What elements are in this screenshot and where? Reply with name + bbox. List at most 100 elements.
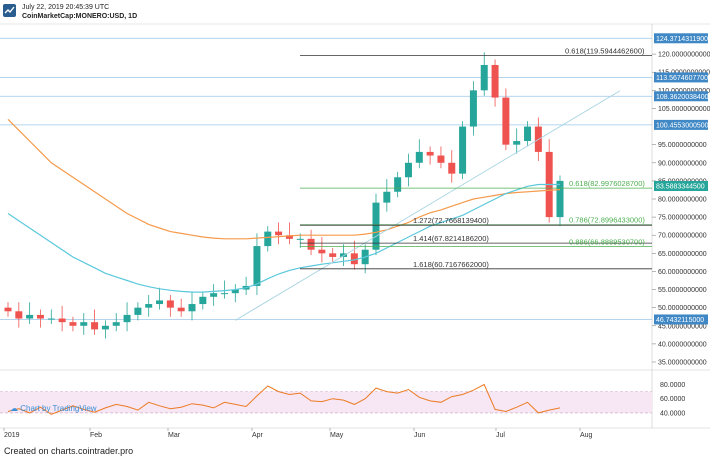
price-tick-label: 105.0000000000 bbox=[658, 106, 710, 113]
candle-body bbox=[491, 64, 499, 98]
horizontal-levels bbox=[0, 37, 652, 320]
candle-body bbox=[188, 304, 196, 312]
price-tick-label: 75.0000000000 bbox=[658, 215, 707, 222]
chart-symbol: CoinMarketCap:MONERO:USD, 1D bbox=[22, 13, 138, 20]
candle-body bbox=[156, 300, 164, 305]
plot-background bbox=[0, 22, 710, 445]
fibonacci-levels: 0.618(119.5944462600) 0.618(82.9976028700… bbox=[300, 47, 652, 270]
moving-averages bbox=[7, 90, 621, 321]
candle-body bbox=[91, 322, 99, 330]
candle-body bbox=[26, 314, 34, 319]
level-badge bbox=[654, 91, 708, 102]
candle-body bbox=[296, 238, 304, 240]
rsi-tick-label: 40.0000 bbox=[660, 410, 685, 417]
candle-body bbox=[340, 253, 348, 257]
candle-body bbox=[329, 253, 337, 257]
candle-body bbox=[426, 151, 434, 156]
candle-body bbox=[307, 238, 315, 250]
level-badge bbox=[654, 33, 708, 44]
rsi-pane: 80.0000 60.0000 40.0000 bbox=[0, 382, 685, 417]
fib-label: 1.618(60.7167662000) bbox=[413, 260, 489, 269]
candle-body bbox=[231, 289, 239, 294]
candle-body bbox=[177, 307, 185, 312]
price-tick-label: 70.0000000000 bbox=[658, 233, 707, 240]
candle-body bbox=[4, 307, 12, 312]
rsi-tick-label: 60.0000 bbox=[660, 396, 685, 403]
rsi-line bbox=[7, 383, 561, 415]
candle-body bbox=[394, 177, 402, 192]
candle-body bbox=[459, 126, 467, 174]
watermark-text: Chart by TradingView bbox=[20, 404, 97, 413]
candle-body bbox=[166, 300, 174, 308]
candle-body bbox=[58, 318, 66, 323]
candle-body bbox=[415, 151, 423, 163]
tradingview-logo-icon bbox=[3, 4, 16, 17]
price-axis: 120.0000000000115.0000000000110.00000000… bbox=[652, 33, 710, 367]
candle-body bbox=[285, 235, 293, 239]
candle-body bbox=[145, 304, 153, 308]
level-badge-label: 108.3620038400 bbox=[656, 94, 709, 101]
trendline bbox=[235, 90, 621, 321]
price-tick-label: 60.0000000000 bbox=[658, 269, 707, 276]
time-tick-label: 2019 bbox=[4, 432, 20, 439]
candle-body bbox=[80, 322, 88, 326]
candle-body bbox=[253, 246, 261, 286]
price-tick-label: 95.0000000000 bbox=[658, 142, 707, 149]
candle-body bbox=[210, 293, 218, 297]
fib-label: 1.272(72.7668139400) bbox=[413, 216, 489, 225]
candle-body bbox=[199, 296, 207, 305]
price-tick-label: 35.0000000000 bbox=[658, 360, 707, 367]
candle-body bbox=[112, 322, 120, 326]
rsi-band bbox=[0, 391, 652, 413]
fib-label: 0.618(119.5944462600) bbox=[565, 47, 645, 56]
time-tick-label: Aug bbox=[580, 432, 593, 439]
price-tick-label: 55.0000000000 bbox=[658, 287, 707, 294]
fib-label: 0.886(66.8889530700) bbox=[569, 237, 645, 246]
price-tick-label: 50.0000000000 bbox=[658, 305, 707, 312]
time-tick-label: Jun bbox=[414, 432, 425, 439]
candle-body bbox=[220, 293, 228, 295]
candle-body bbox=[350, 253, 358, 265]
time-tick-label: Jul bbox=[496, 432, 505, 439]
price-tick-label: 65.0000000000 bbox=[658, 251, 707, 258]
candle-body bbox=[448, 162, 456, 174]
candle-body bbox=[513, 141, 521, 145]
fib-label: 0.618(82.9976028700) bbox=[569, 179, 645, 188]
time-tick-label: Feb bbox=[90, 432, 102, 439]
candle-body bbox=[372, 202, 380, 250]
level-badge bbox=[654, 119, 708, 130]
cloud-icon: ☁ bbox=[10, 404, 18, 413]
chart-timestamp: July 22, 2019 20:45:39 UTC bbox=[22, 4, 110, 11]
candle-body bbox=[404, 162, 412, 178]
candle-body bbox=[101, 325, 109, 330]
candle-body bbox=[469, 90, 477, 127]
candle-body bbox=[556, 180, 564, 218]
time-axis: 2019 Feb Mar Apr May Jun Jul Aug bbox=[3, 428, 593, 439]
candle-body bbox=[502, 97, 510, 145]
fib-label: 0.786(72.8996433000) bbox=[569, 216, 645, 225]
price-grid bbox=[0, 22, 710, 445]
candle-body bbox=[318, 249, 326, 254]
candle-body bbox=[134, 307, 142, 315]
candle-body bbox=[524, 126, 532, 142]
candle-body bbox=[275, 231, 283, 236]
candle-body bbox=[264, 231, 272, 247]
candle-body bbox=[480, 64, 488, 91]
ma-blue-line bbox=[7, 183, 560, 293]
candle-body bbox=[123, 314, 131, 323]
last-price-badge bbox=[654, 180, 708, 191]
fib-label: 1.414(67.8214186200) bbox=[413, 234, 489, 243]
candle-body bbox=[15, 311, 23, 319]
tradingview-watermark: ☁ Chart by TradingView bbox=[10, 404, 97, 413]
rsi-tick-label: 80.0000 bbox=[660, 382, 685, 389]
footer-credit: Created on charts.cointrader.pro bbox=[4, 446, 134, 456]
price-tick-label: 45.0000000000 bbox=[658, 323, 707, 330]
level-badge bbox=[654, 314, 708, 325]
candle-body bbox=[47, 318, 55, 320]
time-tick-label: May bbox=[330, 432, 344, 439]
candle-body bbox=[437, 155, 445, 163]
candle-body bbox=[36, 314, 44, 319]
time-tick-label: Mar bbox=[168, 432, 181, 439]
time-tick-label: Apr bbox=[252, 432, 264, 439]
level-badge-label: 113.5674607700 bbox=[656, 75, 708, 82]
